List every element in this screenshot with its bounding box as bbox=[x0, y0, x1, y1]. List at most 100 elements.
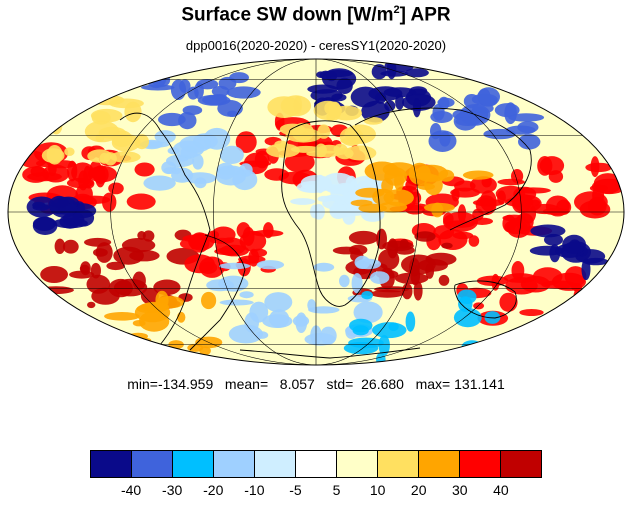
field-patch bbox=[473, 302, 485, 310]
colorbar-labels: -40 -30 -20 -10 -5 5 10 20 30 40 bbox=[90, 482, 542, 502]
field-patch bbox=[574, 191, 608, 213]
field-patch bbox=[41, 148, 65, 164]
field-patch bbox=[332, 246, 361, 255]
field-patch bbox=[134, 302, 171, 323]
colorbar-tick-label: -20 bbox=[203, 482, 224, 498]
field-patch bbox=[361, 291, 373, 300]
field-patch bbox=[106, 261, 125, 271]
field-patch bbox=[284, 151, 315, 173]
field-patch bbox=[192, 154, 204, 170]
field-patch bbox=[413, 281, 423, 301]
field-patch bbox=[371, 64, 387, 80]
field-patch bbox=[239, 291, 254, 299]
field-patch bbox=[90, 327, 106, 348]
field-patch bbox=[530, 224, 566, 238]
field-patch bbox=[530, 203, 560, 215]
field-patch bbox=[71, 162, 95, 183]
field-patch bbox=[62, 239, 79, 254]
field-patch bbox=[563, 310, 576, 321]
field-patch bbox=[313, 100, 342, 121]
field-patch bbox=[462, 170, 494, 180]
field-patch bbox=[171, 167, 194, 183]
colorbar-box bbox=[419, 451, 460, 477]
field-patch bbox=[218, 76, 237, 90]
field-patch bbox=[236, 222, 251, 239]
field-patch bbox=[458, 296, 473, 312]
field-patch bbox=[378, 335, 390, 356]
field-patch bbox=[355, 258, 382, 270]
field-patch bbox=[401, 254, 436, 275]
field-patch bbox=[518, 134, 541, 150]
field-patch bbox=[401, 283, 413, 300]
colorbar-box bbox=[296, 451, 337, 477]
field-patch bbox=[455, 117, 481, 126]
field-patch bbox=[414, 164, 449, 182]
field-patch bbox=[219, 145, 244, 164]
field-patch bbox=[291, 122, 314, 142]
field-patch bbox=[519, 309, 544, 316]
field-patch bbox=[344, 145, 377, 161]
field-patch bbox=[143, 175, 176, 191]
field-patch bbox=[75, 183, 93, 205]
field-patch bbox=[409, 86, 428, 96]
field-patch bbox=[48, 195, 70, 215]
field-patch bbox=[571, 282, 583, 292]
field-patch bbox=[430, 111, 453, 123]
field-patch bbox=[274, 140, 288, 149]
field-patch bbox=[372, 322, 407, 339]
field-patch bbox=[61, 97, 81, 113]
field-patch bbox=[355, 187, 385, 198]
field-patch bbox=[499, 292, 518, 312]
field-patch bbox=[502, 214, 516, 233]
field-patch bbox=[549, 244, 561, 263]
field-patch bbox=[95, 134, 105, 142]
field-patch bbox=[64, 147, 75, 156]
field-patch bbox=[364, 161, 400, 181]
field-patch bbox=[437, 97, 455, 108]
field-patch bbox=[72, 209, 95, 227]
field-patch bbox=[307, 84, 339, 94]
field-patch bbox=[290, 198, 316, 205]
field-patch bbox=[517, 121, 539, 134]
map-outline bbox=[7, 58, 625, 366]
field-patch bbox=[472, 198, 505, 207]
field-patch bbox=[405, 311, 416, 332]
title-end: ] APR bbox=[399, 4, 451, 26]
field-patch bbox=[348, 337, 384, 349]
graticule bbox=[8, 59, 624, 365]
field-patch bbox=[581, 258, 591, 281]
graticule-meridian bbox=[110, 59, 522, 365]
colorbar-tick-label: -5 bbox=[289, 482, 302, 498]
plot-subtitle: dpp0016(2020-2020) - ceresSY1(2020-2020) bbox=[185, 38, 447, 53]
field-patch bbox=[250, 248, 268, 257]
field-patch bbox=[539, 156, 565, 176]
field-patch bbox=[202, 95, 228, 106]
colorbar-tick-label: -40 bbox=[120, 482, 142, 498]
field-patch bbox=[452, 231, 474, 240]
colorbar-tick-label: 5 bbox=[332, 482, 341, 498]
field-patch bbox=[468, 235, 480, 247]
field-patch bbox=[363, 117, 383, 125]
field-patch bbox=[412, 98, 421, 118]
field-patch bbox=[90, 108, 123, 123]
field-patch bbox=[84, 237, 112, 247]
colorbar-box bbox=[173, 451, 214, 477]
field-patch bbox=[30, 165, 45, 177]
field-patch bbox=[111, 133, 141, 152]
field-patch bbox=[511, 261, 525, 281]
field-patch bbox=[430, 123, 442, 140]
field-patch bbox=[187, 86, 199, 100]
field-patch bbox=[431, 202, 444, 218]
colorbar-box bbox=[460, 451, 501, 477]
field-patch bbox=[556, 199, 572, 215]
field-patch bbox=[590, 156, 600, 178]
field-patch bbox=[219, 299, 254, 306]
field-patch bbox=[104, 312, 140, 321]
field-patch bbox=[238, 255, 266, 264]
field-patch bbox=[227, 110, 238, 118]
field-patch bbox=[404, 68, 429, 78]
title-main: Surface SW down [W/m bbox=[181, 4, 394, 26]
field-patch bbox=[38, 286, 74, 294]
colorbar-box bbox=[501, 451, 541, 477]
field-patch bbox=[483, 128, 516, 140]
